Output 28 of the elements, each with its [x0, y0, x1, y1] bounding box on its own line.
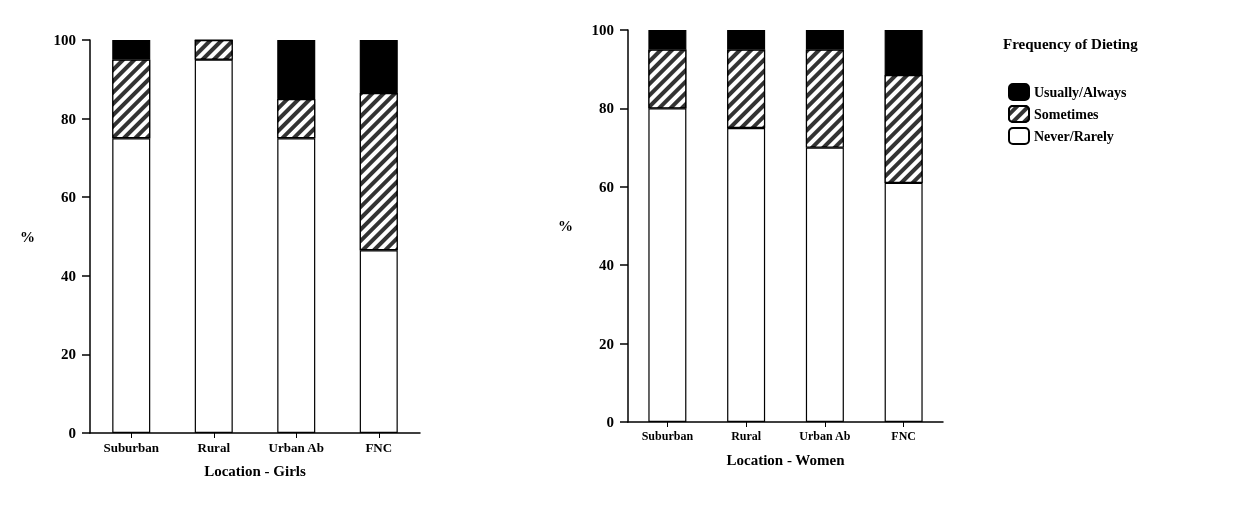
x-tick-label: FNC — [365, 440, 393, 455]
legend-label: Sometimes — [1034, 106, 1100, 122]
y-tick-label: 60 — [61, 189, 76, 206]
x-tick-label: Urban Ab — [268, 440, 324, 455]
y-tick-label: 20 — [61, 346, 76, 363]
x-tick-label: FNC — [891, 429, 916, 443]
x-tick-label: Suburban — [641, 429, 694, 443]
x-tick-label: Suburban — [103, 440, 160, 455]
y-tick-label: 80 — [61, 110, 76, 127]
y-tick-label: 100 — [53, 32, 76, 48]
y-tick-label: 60 — [599, 178, 614, 195]
x-tick-label: Urban Ab — [799, 429, 851, 443]
y-tick-label: 40 — [61, 267, 76, 284]
x-axis-title: Location - Women — [726, 451, 846, 468]
y-axis-title: % — [20, 228, 35, 245]
y-tick-label: 0 — [68, 425, 76, 441]
x-tick-label: Rural — [731, 429, 762, 443]
x-tick-label: Rural — [197, 440, 231, 455]
y-tick-label: 20 — [599, 335, 614, 352]
y-tick-label: 0 — [606, 414, 614, 430]
y-tick-label: 100 — [591, 22, 614, 38]
y-tick-label: 40 — [599, 257, 614, 274]
legend-label: Never/Rarely — [1034, 128, 1114, 144]
y-tick-label: 80 — [599, 100, 614, 117]
y-axis-title: % — [558, 218, 573, 234]
legend-title: Frequency of Dieting — [1003, 35, 1139, 52]
legend-label: Usually/Always — [1034, 84, 1128, 100]
x-axis-title: Location - Girls — [204, 462, 306, 479]
